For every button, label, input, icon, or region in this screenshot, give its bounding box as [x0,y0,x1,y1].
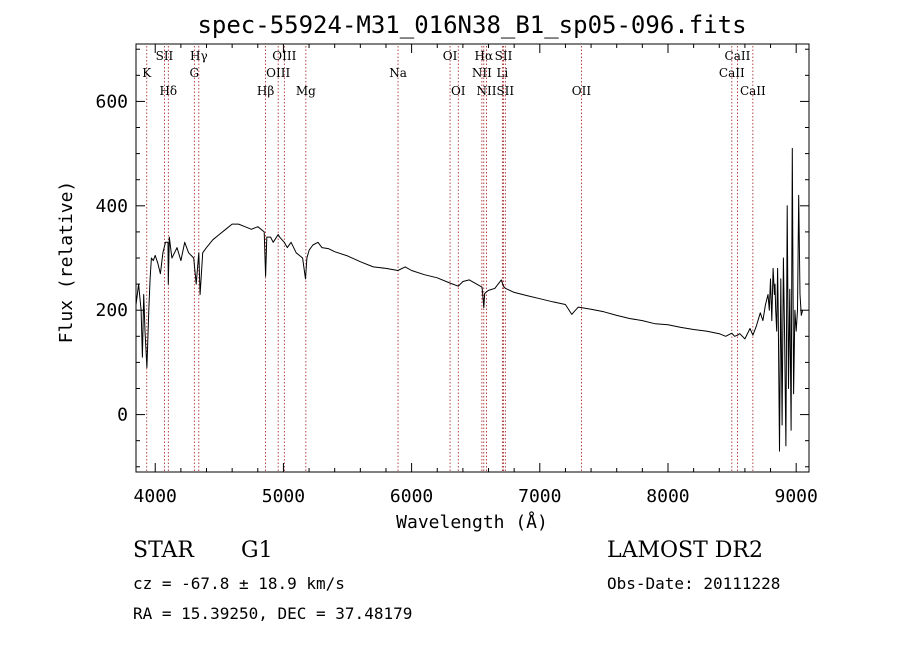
obs-date-text: Obs-Date: 20111228 [607,574,780,593]
chart-title: spec-55924-M31_016N38_B1_sp05-096.fits [197,11,746,39]
x-axis-ticks: 4000 5000 6000 7000 8000 9000 [134,44,818,507]
emission-line-label: CaII [740,84,766,98]
spectrum-series [135,147,804,452]
emission-line-label: Hα [474,49,493,63]
emission-line-label: OI [443,49,458,63]
emission-line-label: OIII [266,66,290,80]
object-subclass: G1 [241,538,273,563]
emission-line-label: SII [156,49,174,63]
survey-name: LAMOST DR2 [607,538,763,563]
emission-line-label: NII [476,84,496,98]
object-class: STAR [133,538,195,563]
emission-line-label: Hβ [257,84,274,98]
x-tick-label: 9000 [775,486,818,507]
emission-line-label: SII [495,49,513,63]
redshift-text: cz = -67.8 ± 18.9 km/s [133,574,345,593]
emission-line-label: Hδ [159,84,177,98]
emission-line-labels: KSIIHδHγGHβOIIIOIIIMgNaOIOIHαNIINIISIILi… [142,49,766,98]
x-tick-label: 4000 [134,486,177,507]
coordinates-text: RA = 15.39250, DEC = 37.48179 [133,604,412,623]
x-tick-label: 8000 [646,486,689,507]
y-tick-label: 200 [95,300,128,321]
emission-line-label: G [190,66,200,80]
emission-line-label: OIII [272,49,296,63]
emission-line-label: OI [451,84,466,98]
emission-line-label: Hγ [190,49,208,63]
y-tick-label: 400 [95,196,128,217]
emission-line-label: Mg [296,84,316,98]
emission-line-label: CaII [719,66,745,80]
x-tick-label: 5000 [262,486,305,507]
emission-line-label: CaII [725,49,751,63]
emission-line-markers [146,46,754,471]
emission-line-label: NII [472,66,492,80]
y-axis-ticks: 0 200 400 600 [95,48,809,468]
y-tick-label: 600 [95,91,128,112]
emission-line-label: K [142,66,152,80]
spectrum-line [135,147,804,452]
emission-line-label: Li [496,66,508,80]
plot-frame [135,43,810,473]
x-tick-label: 6000 [390,486,433,507]
emission-line-label: OII [572,84,592,98]
x-axis-label: Wavelength (Å) [396,511,548,533]
x-tick-label: 7000 [518,486,561,507]
y-tick-label: 0 [117,405,128,426]
emission-line-label: Na [389,66,407,80]
emission-line-label: SII [496,84,514,98]
y-axis-label: Flux (relative) [56,181,77,344]
